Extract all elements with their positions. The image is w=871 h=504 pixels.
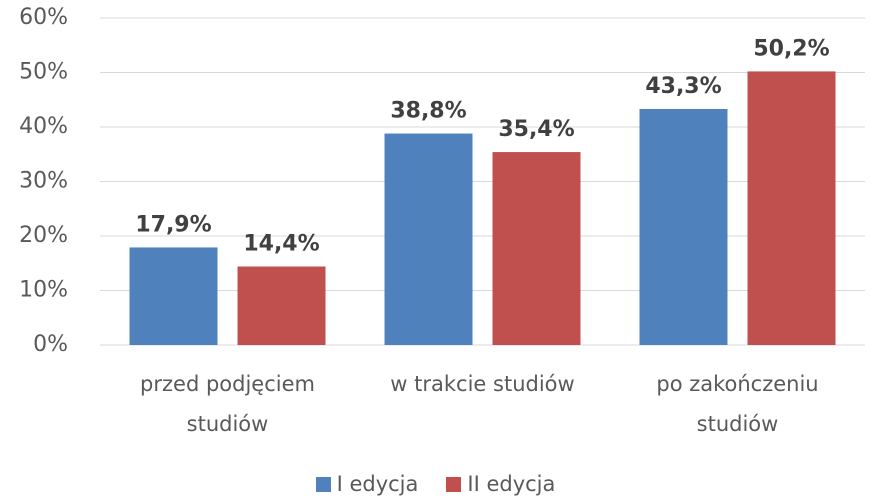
- legend-item: I edycja: [315, 472, 419, 496]
- data-label: 43,3%: [645, 74, 721, 99]
- y-tick-label: 20%: [19, 223, 68, 248]
- legend-swatch: [446, 476, 462, 492]
- legend-label: I edycja: [336, 472, 419, 496]
- y-tick-label: 0%: [33, 332, 68, 357]
- data-label: 14,4%: [243, 232, 319, 257]
- legend-item: II edycja: [446, 472, 555, 496]
- data-label: 35,4%: [498, 117, 574, 142]
- bar: [492, 152, 581, 345]
- y-tick-label: 40%: [19, 114, 68, 139]
- legend: I edycja II edycja: [0, 472, 871, 496]
- x-tick-label: przed podjęciem studiów: [140, 372, 315, 436]
- data-label: 38,8%: [390, 99, 466, 124]
- bar: [747, 71, 836, 345]
- y-tick-label: 10%: [19, 278, 68, 303]
- legend-label: II edycja: [467, 472, 556, 496]
- bar: [129, 247, 218, 345]
- y-tick-label: 50%: [19, 60, 68, 85]
- x-tick-label: w trakcie studiów: [390, 372, 575, 396]
- bar: [639, 109, 728, 345]
- legend-swatch: [315, 476, 331, 492]
- bar: [384, 133, 473, 345]
- y-tick-label: 60%: [19, 5, 68, 30]
- data-label: 17,9%: [135, 212, 211, 237]
- data-label: 50,2%: [753, 36, 829, 61]
- y-tick-label: 30%: [19, 169, 68, 194]
- x-tick-label: po zakończeniu studiów: [656, 372, 819, 436]
- bar: [237, 266, 326, 345]
